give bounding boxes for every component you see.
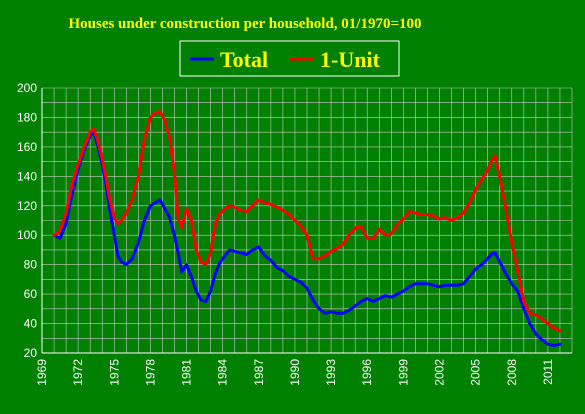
x-tick-label: 1981 [180,359,194,386]
x-tick-label: 1972 [71,359,85,386]
series-line-total [52,130,562,348]
y-tick-label: 140 [17,169,37,183]
legend-label-1-unit: 1-Unit [320,47,381,72]
y-tick-label: 200 [17,81,37,95]
chart-title: Houses under construction per household,… [68,16,421,32]
x-tick-label: 2011 [541,359,555,385]
axes [41,88,572,354]
x-tick-label: 1993 [324,359,338,386]
x-tick-label: 1990 [288,359,302,386]
x-tick-label: 1969 [35,359,49,386]
series-line-1-unit [52,110,562,333]
y-tick-label: 120 [17,199,37,213]
y-tick-label: 160 [17,140,37,154]
legend: Total 1-Unit [179,40,400,77]
x-tick-label: 1987 [252,359,266,386]
y-tick-label: 60 [24,287,38,301]
legend-box [179,40,400,77]
y-tick-label: 40 [24,317,38,331]
x-tick-label: 2008 [505,359,519,386]
x-tick-label: 1984 [216,359,230,386]
y-tick-label: 180 [17,110,37,124]
x-tick-label: 2005 [469,359,483,386]
y-tick-label: 100 [17,228,37,242]
series-lines [52,110,562,348]
legend-label-total: Total [220,47,268,72]
x-tick-label: 1978 [143,359,157,386]
y-axis-tick-labels: 20 40 60 80 100 120 140 160 180 200 [17,81,37,360]
x-axis-tick-labels: 1969 1972 1975 1978 1981 1984 1987 1990 1993 1996… [35,359,555,386]
x-tick-label: 2002 [433,359,447,386]
y-tick-label: 20 [24,346,38,360]
grid-lines [41,87,573,354]
y-tick-label: 80 [24,258,38,272]
x-tick-label: 1996 [360,359,374,386]
x-tick-label: 1999 [396,359,410,386]
x-tick-label: 1975 [107,359,121,386]
